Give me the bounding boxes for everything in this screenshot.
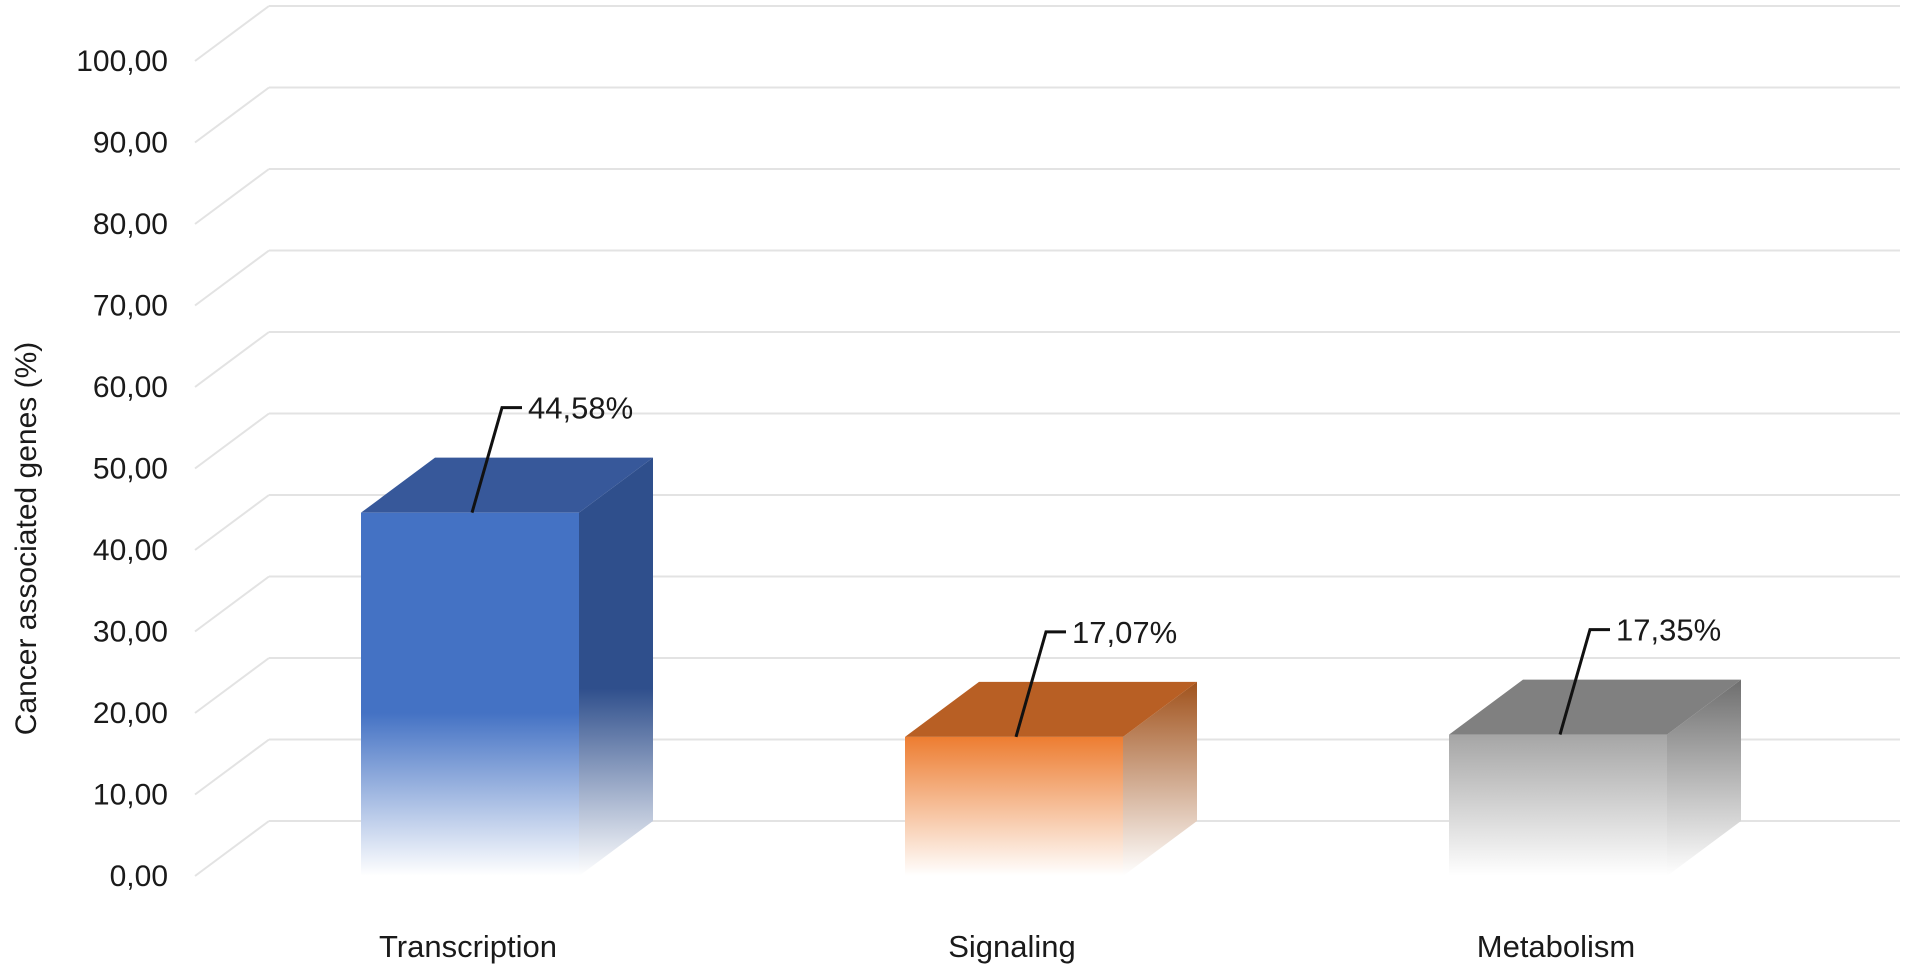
y-axis-title: Cancer associated genes (%): [10, 342, 43, 736]
y-tick-label: 90,00: [93, 127, 168, 160]
svg-text:17,35%: 17,35%: [1616, 613, 1721, 648]
gridline: [194, 249, 1900, 307]
y-axis-tick-labels: 0,00 10,00 20,00 30,00 40,00 50,00 60,00 70,00 8…: [76, 45, 168, 893]
svg-text:44,58%: 44,58%: [528, 391, 633, 426]
y-tick-label: 0,00: [110, 860, 168, 893]
data-label-metabolism: 17,35%: [1558, 613, 1721, 736]
category-label: Signaling: [948, 929, 1076, 964]
y-tick-label: 40,00: [93, 534, 168, 567]
data-labels: 44,58% 17,07% 17,35%: [470, 391, 1721, 738]
category-label: Metabolism: [1477, 929, 1636, 964]
gridline: [194, 168, 1900, 225]
data-label-signaling: 17,07%: [1014, 615, 1177, 738]
y-tick-label: 100,00: [76, 45, 168, 78]
x-axis-category-labels: Transcription Signaling Metabolism: [379, 929, 1635, 964]
gridline: [194, 412, 1900, 470]
data-label-transcription: 44,58%: [470, 391, 633, 514]
gridline: [194, 5, 1900, 62]
category-label: Transcription: [379, 929, 557, 964]
bars: [361, 457, 1741, 876]
y-tick-label: 80,00: [93, 208, 168, 241]
gridline: [194, 86, 1900, 144]
bar-metabolism: [1449, 679, 1741, 876]
y-tick-label: 30,00: [93, 616, 168, 649]
gridline: [194, 331, 1900, 388]
bar-transcription: [361, 457, 653, 876]
y-tick-label: 20,00: [93, 697, 168, 730]
y-tick-label: 70,00: [93, 290, 168, 323]
y-tick-label: 50,00: [93, 453, 168, 486]
svg-text:17,07%: 17,07%: [1072, 615, 1177, 650]
y-tick-label: 10,00: [93, 779, 168, 812]
bar-signaling: [905, 681, 1197, 876]
y-tick-label: 60,00: [93, 371, 168, 404]
